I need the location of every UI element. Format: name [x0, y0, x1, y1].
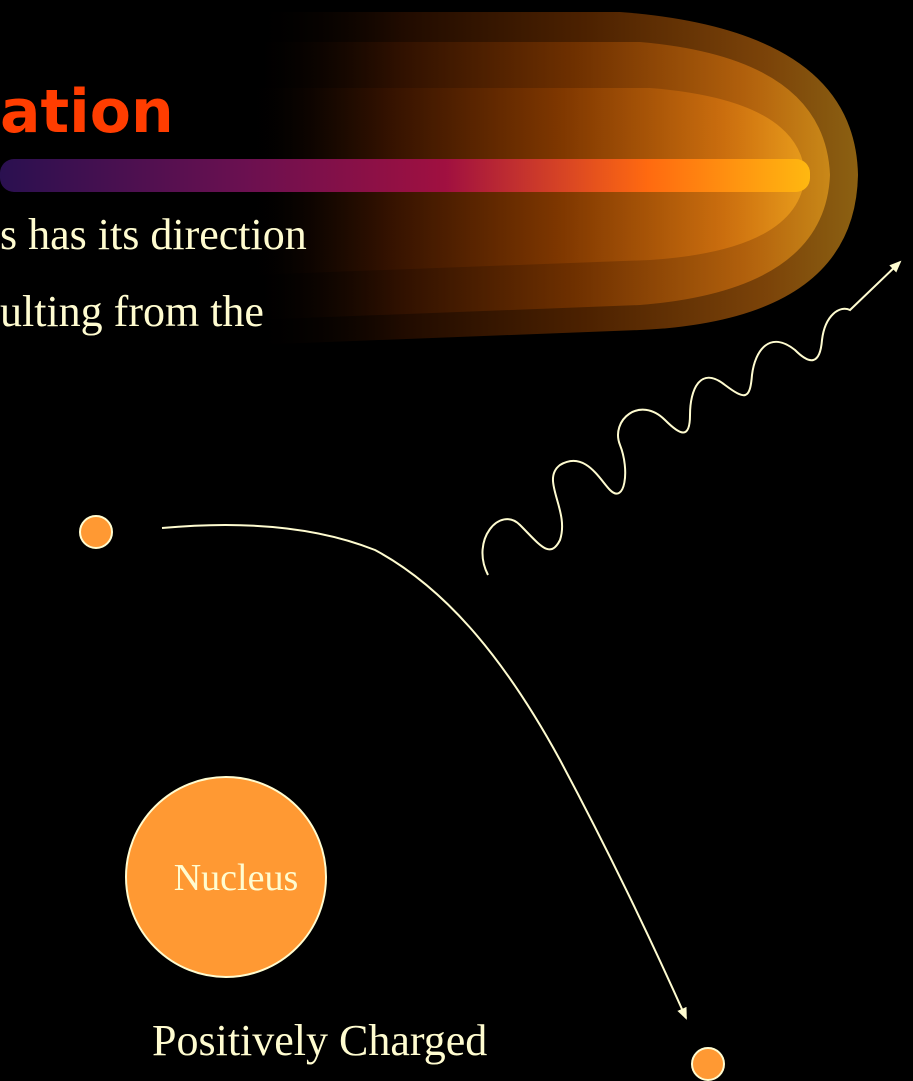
emitted-radiation-wave-icon	[481, 260, 902, 576]
deflected-particle-icon	[691, 1047, 725, 1081]
title-underline-bar	[0, 159, 810, 192]
slide-title: ation	[0, 77, 174, 147]
body-text-line-2: ulting from the	[0, 287, 264, 336]
deflected-path-arrow	[161, 523, 687, 1020]
nucleus-label: Nucleus	[173, 857, 299, 899]
nucleus-icon	[125, 776, 327, 978]
nucleus-charge-caption: Positively Charged	[152, 1016, 488, 1065]
body-text-line-1: s has its direction	[0, 210, 307, 259]
incoming-particle-icon	[79, 515, 113, 549]
